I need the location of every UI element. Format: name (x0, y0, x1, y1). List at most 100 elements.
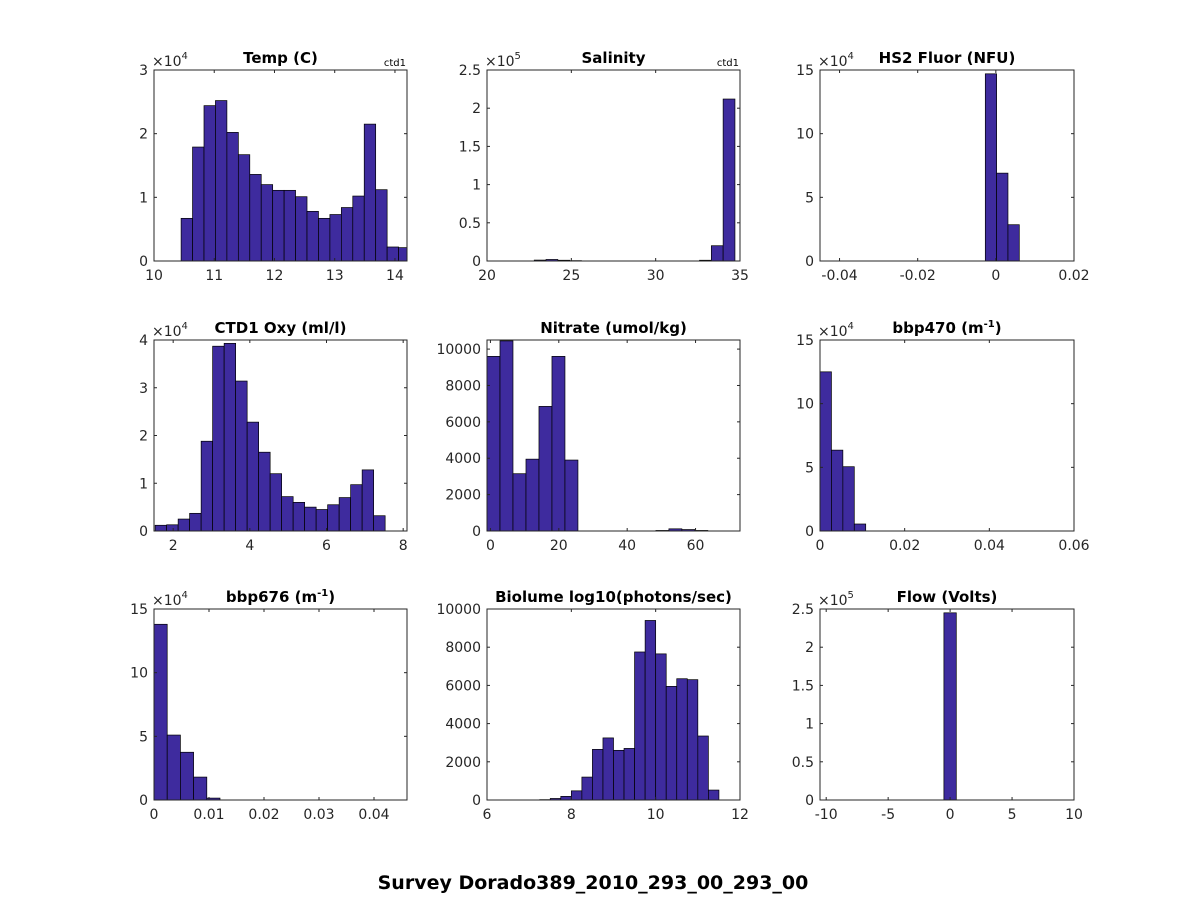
y-tick-label: 1 (139, 476, 148, 492)
multiplier-base: ×10 (152, 324, 182, 340)
histogram-bar (602, 737, 614, 801)
x-tick-label: 0.02 (1058, 268, 1089, 284)
y-tick-label: 2 (805, 640, 814, 656)
y-tick-label: 10000 (436, 602, 481, 618)
panel-title: bbp676 (m-1) (226, 588, 335, 606)
histogram-bar (853, 523, 867, 532)
histogram-bar (177, 518, 190, 532)
axes-frame (819, 69, 1075, 262)
y-tick-label: 0.5 (459, 216, 481, 232)
y-tick-label: 2 (472, 101, 481, 117)
x-tick-label: 0.02 (889, 538, 920, 554)
y-tick-label: 2000 (445, 488, 481, 504)
y-tick-label: 0 (472, 793, 481, 809)
y-tick-label: 10000 (436, 342, 481, 358)
histogram-bar (831, 449, 844, 532)
histogram-bar (200, 440, 213, 532)
x-tick-label: 2 (169, 538, 178, 554)
y-tick-label: 15 (130, 602, 148, 618)
axes-frame (819, 339, 1075, 532)
histogram-bar (363, 123, 377, 262)
x-tick-label: 30 (647, 268, 665, 284)
x-tick-label: 5 (1008, 807, 1017, 823)
histogram-bar (634, 651, 646, 801)
y-tick-label: 4000 (445, 451, 481, 467)
y-tick-label: 1.5 (792, 678, 814, 694)
y-tick-label: 0 (139, 524, 148, 540)
histogram-bar (676, 678, 688, 801)
multiplier-base: ×10 (818, 54, 848, 70)
x-tick-label: 0.04 (358, 807, 389, 823)
x-tick-label: 20 (478, 268, 496, 284)
histogram-bar (538, 406, 553, 532)
multiplier-base: ×10 (152, 54, 182, 70)
multiplier-base: ×10 (152, 593, 182, 609)
histogram-panel: 0 0.01 0.02 0.03 0.04 0 5 10 15×104 bbp676 (m-1) (130, 588, 408, 823)
x-tick-label: 8 (567, 807, 576, 823)
histogram-bar (226, 132, 239, 262)
histogram-bar (180, 751, 194, 801)
histogram-bar (338, 497, 351, 532)
y-tick-label: 15 (796, 333, 814, 349)
histogram-bar (592, 749, 604, 801)
y-tick-label: 4000 (445, 717, 481, 733)
x-tick-label: 12 (731, 807, 749, 823)
histogram-bar (644, 620, 657, 801)
x-tick-label: 20 (550, 538, 568, 554)
histogram-bar (295, 196, 308, 262)
y-axis-multiplier: ×104 (818, 51, 854, 70)
histogram-bar (375, 189, 388, 262)
y-tick-label: 1.5 (459, 139, 481, 155)
panel-title-suffix: ) (328, 588, 335, 606)
histogram-bar (193, 776, 208, 801)
histogram-bar (819, 371, 832, 532)
x-tick-label: 6 (483, 807, 492, 823)
histogram-bar (996, 172, 1009, 262)
panel-source-note: ctd1 (717, 58, 739, 69)
y-tick-label: 2 (139, 429, 148, 445)
y-tick-label: 5 (805, 190, 814, 206)
x-tick-label: 0 (991, 268, 1000, 284)
x-tick-label: -0.04 (821, 268, 857, 284)
panel-title: Flow (Volts) (897, 588, 998, 606)
x-tick-label: 12 (266, 268, 284, 284)
histogram-panel: 0 0.02 0.04 0.06 0 5 10 15×104 bbp470 (m-1) (796, 319, 1090, 554)
x-tick-label: 6 (322, 538, 331, 554)
y-tick-label: 8000 (445, 640, 481, 656)
x-tick-label: 0 (486, 538, 495, 554)
y-tick-label: 8000 (445, 378, 481, 394)
x-tick-label: 0.04 (974, 538, 1005, 554)
histogram-bar (281, 496, 294, 532)
histogram-bar (327, 504, 340, 532)
multiplier-exponent: 5 (848, 590, 854, 601)
histogram-bar (581, 776, 593, 801)
x-tick-label: 8 (399, 538, 408, 554)
histogram-bar (398, 247, 408, 262)
panel-title-text: Biolume log10(photons/sec) (495, 588, 732, 606)
axes-frame (153, 608, 408, 801)
panel-title-superscript: -1 (984, 319, 995, 330)
x-tick-label: 0.01 (193, 807, 224, 823)
y-axis-multiplier: ×105 (485, 51, 521, 70)
histogram-panel: 0 20 40 60 0 2000 4000 6000 8000 10000 Nitrate (um… (436, 319, 741, 554)
y-tick-label: 10 (796, 127, 814, 143)
histogram-bar (180, 217, 193, 262)
x-tick-label: 0.06 (1058, 538, 1089, 554)
histogram-bar (943, 612, 957, 801)
axes-frame (486, 69, 741, 262)
histogram-bar (984, 73, 997, 262)
histogram-bar (512, 473, 527, 532)
y-tick-label: 5 (805, 460, 814, 476)
histogram-bar (166, 734, 181, 801)
y-tick-label: 0 (805, 524, 814, 540)
histogram-bar (340, 207, 354, 262)
y-tick-label: 15 (796, 63, 814, 79)
histogram-bar (525, 458, 540, 532)
panel-title-text: bbp676 (m (226, 588, 317, 606)
y-tick-label: 2.5 (792, 602, 814, 618)
panel-title-text: Flow (Volts) (897, 588, 998, 606)
x-tick-label: 14 (386, 268, 404, 284)
y-tick-label: 0 (139, 254, 148, 270)
histogram-bar (570, 790, 583, 801)
